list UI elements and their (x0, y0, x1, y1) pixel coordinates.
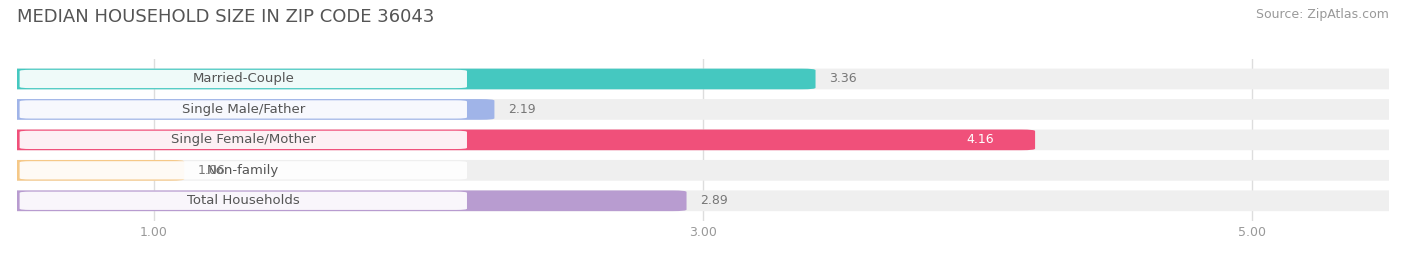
Text: Married-Couple: Married-Couple (193, 72, 294, 86)
FancyBboxPatch shape (3, 130, 1035, 150)
Text: Single Female/Mother: Single Female/Mother (172, 133, 316, 146)
FancyBboxPatch shape (3, 130, 1403, 150)
Text: 4.16: 4.16 (966, 133, 994, 146)
Text: 3.36: 3.36 (830, 72, 856, 86)
Text: Total Households: Total Households (187, 194, 299, 207)
Text: Source: ZipAtlas.com: Source: ZipAtlas.com (1256, 8, 1389, 21)
Text: Non-family: Non-family (207, 164, 280, 177)
FancyBboxPatch shape (3, 69, 1403, 89)
Text: MEDIAN HOUSEHOLD SIZE IN ZIP CODE 36043: MEDIAN HOUSEHOLD SIZE IN ZIP CODE 36043 (17, 8, 434, 26)
FancyBboxPatch shape (3, 160, 1403, 181)
Text: 2.19: 2.19 (508, 103, 536, 116)
FancyBboxPatch shape (3, 99, 495, 120)
Text: Single Male/Father: Single Male/Father (181, 103, 305, 116)
Text: 1.06: 1.06 (198, 164, 226, 177)
FancyBboxPatch shape (20, 70, 467, 88)
Text: 2.89: 2.89 (700, 194, 728, 207)
FancyBboxPatch shape (3, 69, 815, 89)
FancyBboxPatch shape (3, 190, 1403, 211)
FancyBboxPatch shape (3, 160, 184, 181)
FancyBboxPatch shape (20, 161, 467, 179)
FancyBboxPatch shape (20, 100, 467, 119)
FancyBboxPatch shape (20, 131, 467, 149)
FancyBboxPatch shape (3, 99, 1403, 120)
FancyBboxPatch shape (3, 190, 686, 211)
FancyBboxPatch shape (20, 192, 467, 210)
